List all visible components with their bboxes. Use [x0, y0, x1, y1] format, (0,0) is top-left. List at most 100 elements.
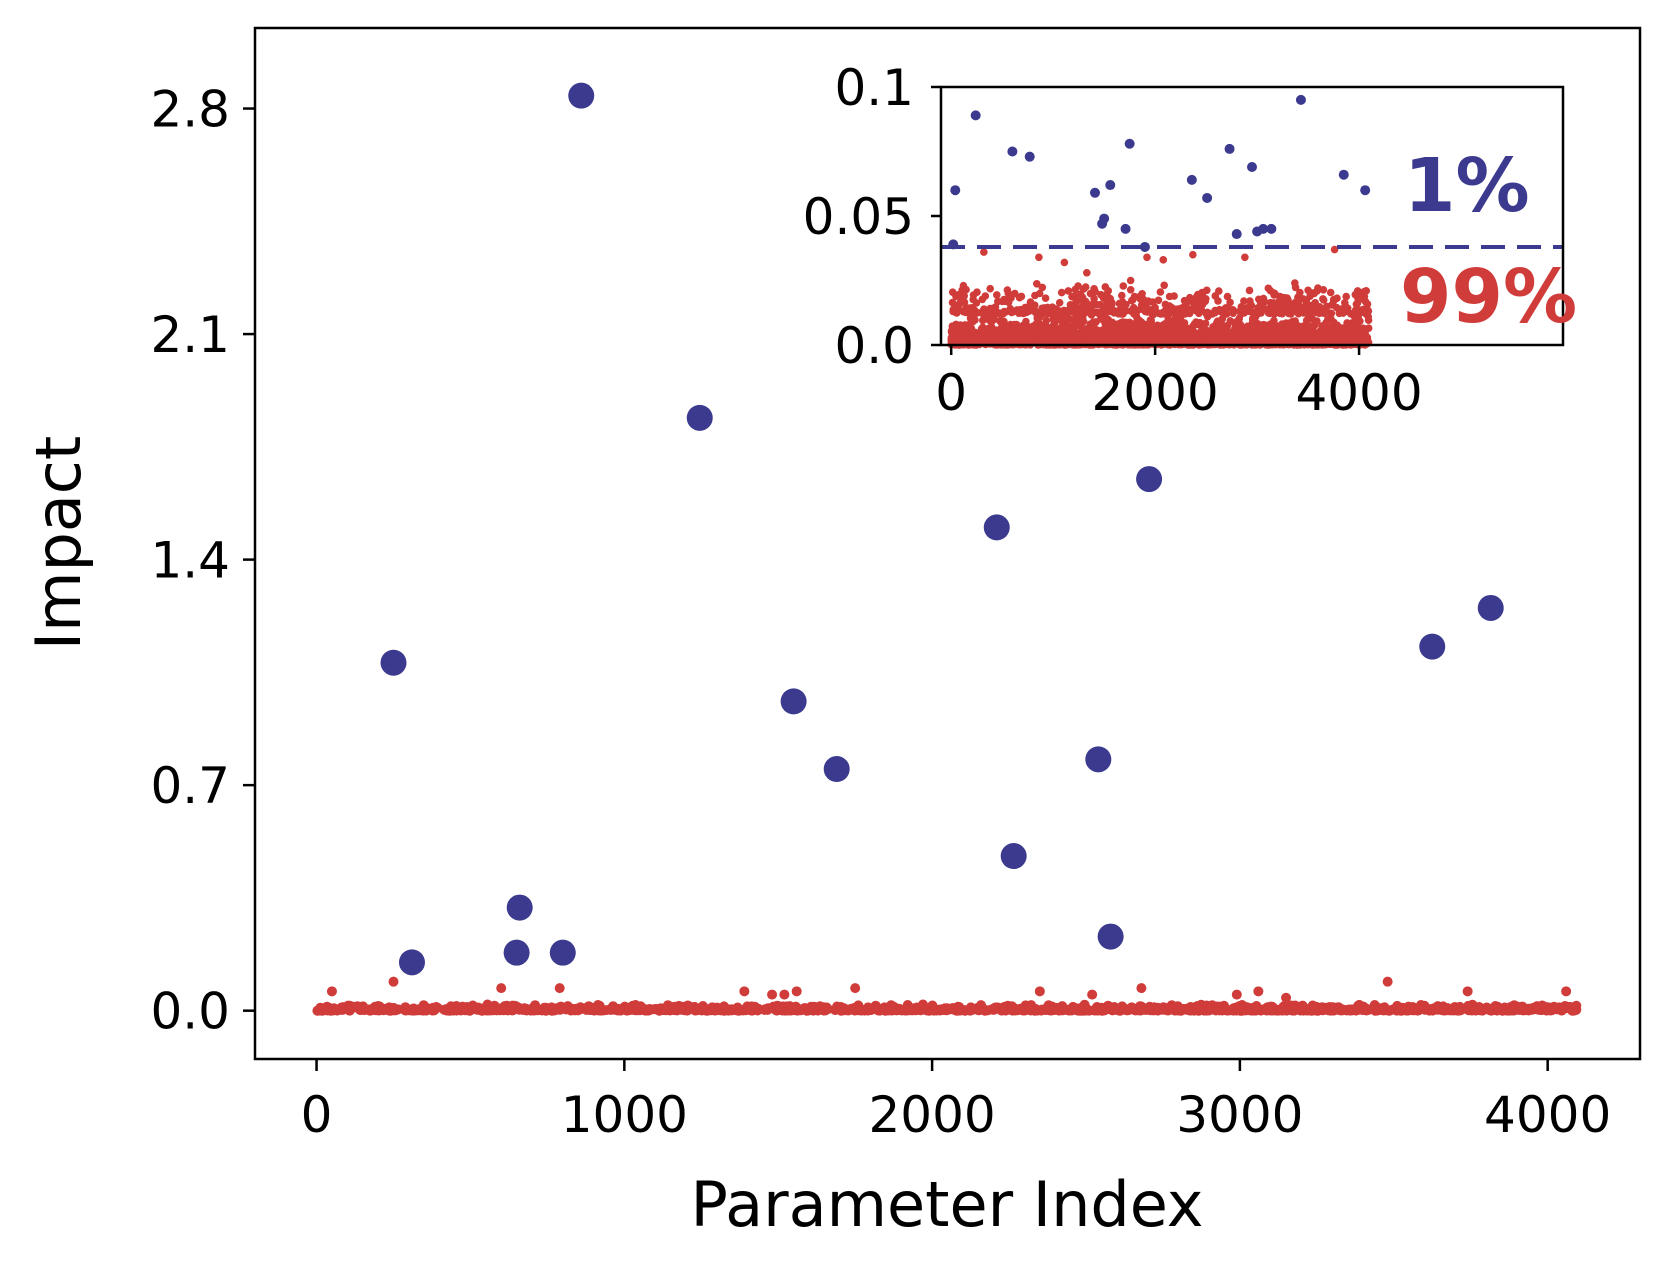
inset-rest-baseline-point: [1042, 309, 1050, 318]
inset-top-parameter-point: [1338, 169, 1349, 180]
inset-rest-parameter-point: [1004, 289, 1013, 298]
inset-rest-baseline-point: [1110, 306, 1118, 315]
inset-y-tick-label: 0.05: [803, 188, 914, 246]
inset-rest-baseline-point: [1054, 330, 1062, 339]
inset-rest-baseline-point: [982, 337, 990, 346]
top-parameter-point: [506, 894, 533, 921]
rest-baseline-point: [1136, 1005, 1147, 1016]
top-parameter-point: [1419, 633, 1446, 660]
inset-rest-baseline-point: [1361, 297, 1370, 306]
inset-rest-baseline-point: [1327, 309, 1336, 318]
inset-rest-parameter-point: [1060, 258, 1069, 267]
rest-baseline-point: [1251, 1001, 1262, 1011]
inset-rest-baseline-point: [1035, 289, 1044, 298]
main-plot: 0 1000 2000 3000 4000 0.0 0.7 1.4 2.1 2.8 Parame…: [22, 26, 1642, 1241]
inset-rest-parameter-point: [1143, 253, 1151, 262]
inset-top-parameter-point: [1224, 143, 1235, 154]
inset-rest-baseline-point: [1209, 326, 1218, 335]
inset-rest-baseline-point: [1245, 286, 1254, 295]
rest-parameter-point: [1087, 989, 1098, 1000]
top-parameter-point: [1000, 843, 1027, 870]
inset-top-parameter-point: [1258, 223, 1269, 234]
inset-rest-baseline-point: [1048, 336, 1057, 345]
inset-rest-baseline-point: [1305, 333, 1313, 341]
rest-baseline-point: [736, 1005, 746, 1015]
inset-rest-baseline-point: [1292, 335, 1301, 344]
inset-rest-baseline-point: [1336, 305, 1344, 314]
inset-top-parameter-point: [1266, 223, 1277, 234]
inset-rest-baseline-point: [1362, 309, 1371, 318]
rest-baseline-point: [808, 1005, 819, 1016]
rest-baseline-point: [1552, 1003, 1562, 1014]
rest-baseline-point: [882, 1005, 893, 1016]
x-tick-label: 2000: [868, 1086, 995, 1144]
inset-rest-baseline-point: [1160, 281, 1168, 290]
inset-rest-baseline-point: [986, 284, 994, 293]
rest-baseline-point: [863, 1002, 874, 1013]
inset-rest-baseline-point: [993, 291, 1001, 299]
inset-rest-parameter-point: [1035, 253, 1043, 262]
inset-rest-baseline-point: [1119, 282, 1128, 290]
rest-baseline-point: [846, 1003, 857, 1014]
rest-baseline-point: [1319, 1004, 1330, 1015]
inset-rest-parameter-point: [1159, 256, 1168, 264]
inset-rest-baseline-point: [1264, 333, 1273, 341]
inset-rest-baseline-point: [1195, 329, 1203, 337]
inset-rest-baseline-point: [1296, 288, 1304, 297]
inset-rest-baseline-point: [1273, 322, 1282, 330]
inset-rest-parameter-point: [1241, 253, 1249, 262]
inset-top-parameter-point: [1186, 174, 1197, 185]
inset-rest-baseline-point: [1036, 331, 1044, 340]
y-tick-label: 2.1: [150, 306, 230, 364]
inset-rest-baseline-point: [1038, 283, 1047, 292]
inset-rest-baseline-point: [969, 295, 977, 304]
rest-baseline-point: [661, 1005, 672, 1016]
y-tick-label: 0.7: [150, 757, 230, 815]
rest-baseline-point: [689, 1005, 700, 1016]
inset-rest-baseline-point: [1180, 331, 1188, 340]
inset-rest-baseline-point: [1329, 325, 1338, 334]
inset-rest-baseline-point: [1364, 316, 1373, 325]
inset-rest-baseline-point: [1170, 292, 1178, 300]
main-y-axis-ticks: 0.0 0.7 1.4 2.1 2.8: [150, 81, 255, 1041]
inset-rest-baseline-point: [1118, 298, 1127, 306]
inset-rest-baseline-point: [1165, 333, 1174, 342]
rest-parameter-point: [1281, 992, 1292, 1003]
inset-rest-baseline-point: [1141, 320, 1149, 329]
rest-baseline-point: [1311, 1005, 1322, 1016]
inset-rest-baseline-point: [1126, 286, 1135, 294]
inset-rest-baseline-point: [1166, 317, 1174, 326]
x-tick-label: 3000: [1176, 1086, 1303, 1144]
y-tick-label: 0.0: [150, 983, 230, 1041]
inset-rest-baseline-point: [1061, 336, 1070, 345]
inset-rest-baseline-point: [1272, 308, 1280, 317]
rest-parameter-point: [739, 986, 750, 997]
inset-rest-baseline-point: [1036, 324, 1045, 332]
inset-rest-baseline-point: [1038, 339, 1046, 348]
x-tick-label: 4000: [1484, 1086, 1611, 1144]
inset-top-parameter-point: [1089, 187, 1100, 198]
inset-top-parameter-point: [1024, 151, 1035, 162]
rest-parameter-point: [388, 976, 399, 987]
rest-baseline-point: [1492, 1005, 1503, 1016]
rest-parameter-point: [496, 983, 507, 994]
rest-baseline-point: [1532, 1004, 1543, 1015]
inset-rest-baseline-point: [1049, 323, 1057, 331]
inset-rest-baseline-point: [1019, 309, 1028, 318]
rest-parameter-point: [1462, 986, 1473, 997]
inset-rest-baseline-point: [1205, 332, 1213, 340]
rest-baseline-point: [596, 1004, 607, 1015]
inset-rest-parameter-point: [1362, 287, 1371, 295]
rest-baseline-point: [1346, 1004, 1356, 1015]
rest-baseline-point: [612, 1004, 623, 1015]
y-axis-label: Impact: [22, 436, 95, 650]
rest-baseline-point: [875, 1004, 886, 1015]
rest-baseline-point: [1222, 1005, 1233, 1016]
inset-rest-baseline-point: [1135, 329, 1144, 337]
rest-baseline-point: [344, 1005, 355, 1016]
inset-rest-baseline-point: [1322, 303, 1331, 312]
inset-rest-baseline-point: [956, 321, 965, 329]
inset-rest-baseline-point: [999, 337, 1007, 346]
inset-x-axis-ticks: 0 2000 4000: [935, 345, 1423, 422]
inset-top-parameter-point: [1360, 185, 1371, 196]
